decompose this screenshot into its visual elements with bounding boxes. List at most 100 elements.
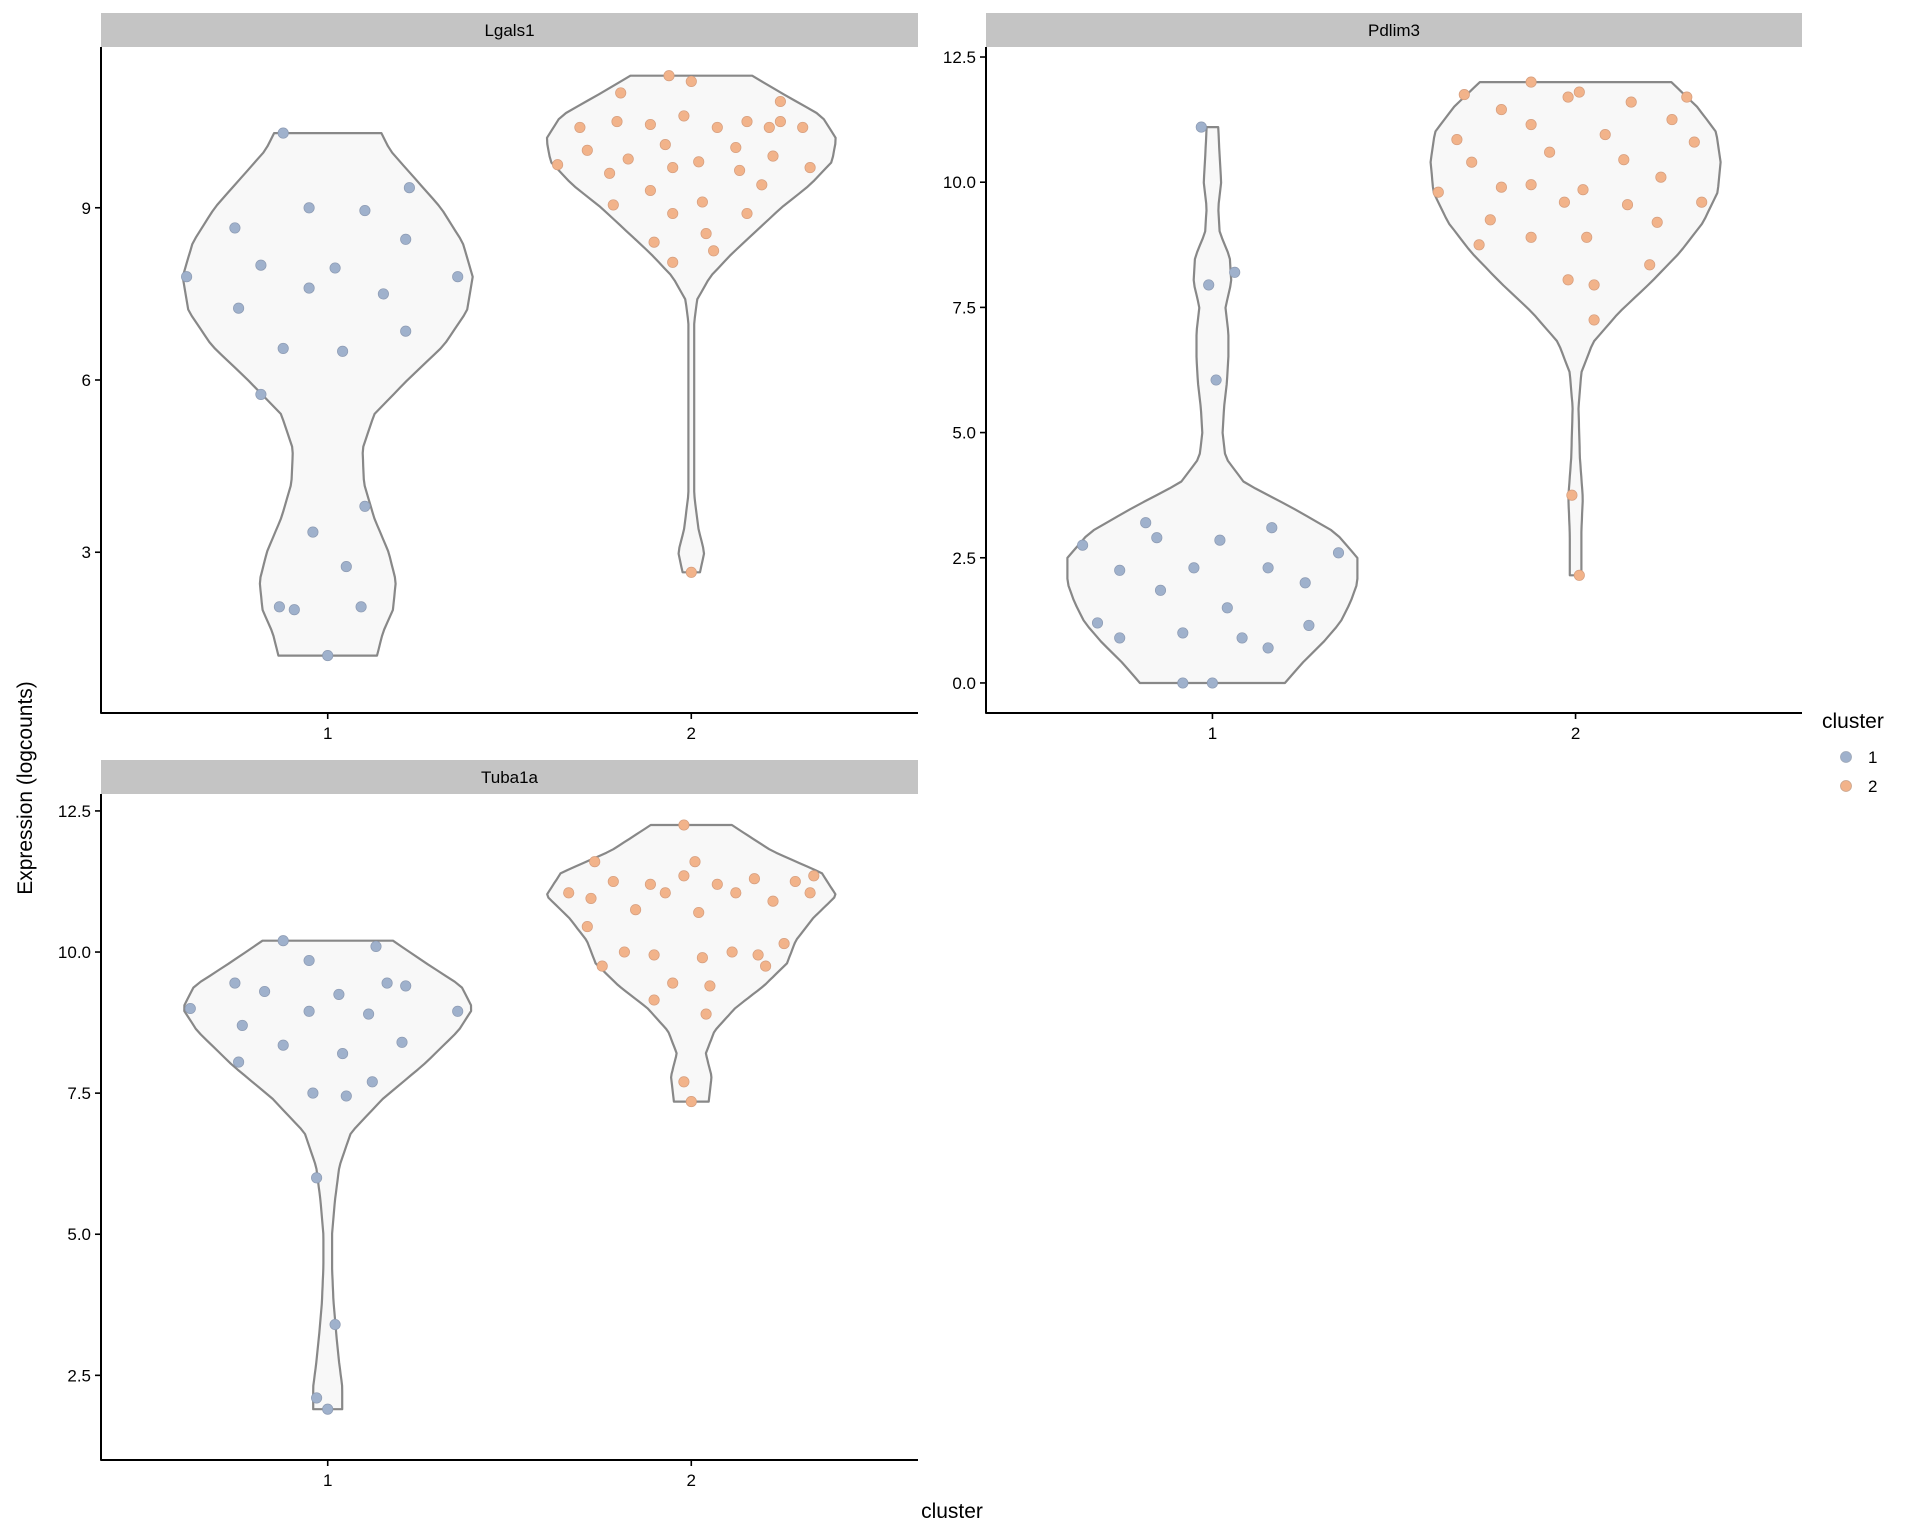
point-lgals1-cluster-1 [288,604,300,616]
point-tuba1a-cluster-2 [704,980,716,992]
point-lgals1-cluster-2 [700,228,712,240]
point-tuba1a-cluster-2 [748,873,760,885]
strip-lgals1 [101,13,918,47]
point-pdlim3-cluster-1 [1154,584,1167,596]
point-tuba1a-cluster-1 [363,1008,375,1020]
point-pdlim3-cluster-1 [1091,617,1104,629]
point-tuba1a-cluster-1 [370,940,382,952]
legend-title: cluster [1822,710,1884,733]
point-pdlim3-cluster-2 [1681,91,1693,103]
violin-pdlim3-cluster-1 [1066,126,1359,685]
point-tuba1a-cluster-2 [563,887,575,899]
point-lgals1-cluster-1 [359,205,371,217]
y-tick-label: 9 [82,199,91,218]
y-axis-title: Expression (logcounts) [14,681,37,895]
y-tick-label: 7.5 [67,1084,91,1103]
point-pdlim3-cluster-2 [1599,129,1611,141]
point-lgals1-cluster-2 [663,70,675,82]
strip-title-tuba1a: Tuba1a [481,768,539,787]
y-tick-label: 0.0 [952,674,976,693]
strip-tuba1a [101,760,918,794]
point-tuba1a-cluster-2 [689,856,701,868]
point-pdlim3-cluster-2 [1588,279,1600,291]
point-lgals1-cluster-2 [611,116,623,128]
point-lgals1-cluster-2 [667,162,679,174]
point-lgals1-cluster-2 [667,256,679,268]
point-pdlim3-cluster-2 [1525,119,1537,131]
point-tuba1a-cluster-2 [730,887,742,899]
point-lgals1-cluster-2 [685,566,697,578]
point-lgals1-cluster-2 [774,95,786,108]
x-tick-label: 1 [1208,724,1217,743]
point-tuba1a-cluster-2 [630,904,642,916]
y-tick-label: 10.0 [943,173,976,192]
point-pdlim3-cluster-1 [1114,564,1126,576]
point-pdlim3-cluster-2 [1621,199,1634,211]
point-pdlim3-cluster-2 [1588,314,1600,326]
strip-title-pdlim3: Pdlim3 [1368,21,1420,40]
point-tuba1a-cluster-2 [678,819,690,831]
point-tuba1a-cluster-2 [648,994,660,1006]
y-tick-label: 12.5 [943,48,976,67]
x-tick-label: 2 [1571,724,1580,743]
point-tuba1a-cluster-1 [311,1172,323,1184]
point-lgals1-cluster-1 [255,388,267,400]
point-tuba1a-cluster-1 [322,1403,334,1415]
y-tick-label: 10.0 [58,943,91,962]
point-tuba1a-cluster-1 [329,1318,341,1331]
violin-tuba1a-cluster-2 [546,823,837,1103]
point-tuba1a-cluster-1 [311,1392,323,1404]
point-pdlim3-cluster-2 [1473,239,1485,251]
legend-label-1: 1 [1868,748,1877,767]
point-pdlim3-cluster-2 [1558,196,1570,208]
point-lgals1-cluster-2 [767,150,779,162]
point-tuba1a-cluster-2 [752,949,764,961]
point-pdlim3-cluster-1 [1114,632,1126,644]
point-lgals1-cluster-1 [229,222,241,234]
point-lgals1-cluster-2 [648,236,660,248]
point-pdlim3-cluster-1 [1210,374,1222,386]
point-lgals1-cluster-2 [693,156,705,168]
panel-pdlim3: Pdlim3 0.0 2.5 5.0 7.5 10.0 12.5 1 2 [943,13,1802,743]
point-lgals1-cluster-1 [322,650,334,662]
point-lgals1-cluster-2 [552,159,564,171]
point-lgals1-cluster-2 [581,144,593,156]
point-lgals1-cluster-2 [644,184,656,197]
y-tick-label: 12.5 [58,802,91,821]
point-tuba1a-cluster-2 [696,952,708,964]
point-lgals1-cluster-2 [734,164,746,176]
point-lgals1-cluster-2 [730,141,742,154]
point-pdlim3-cluster-1 [1332,547,1345,559]
point-tuba1a-cluster-2 [700,1008,712,1020]
point-pdlim3-cluster-1 [1151,532,1163,544]
point-lgals1-cluster-1 [340,561,352,573]
point-pdlim3-cluster-2 [1666,114,1678,126]
point-pdlim3-cluster-2 [1495,181,1507,193]
point-lgals1-cluster-1 [307,526,319,538]
point-pdlim3-cluster-2 [1696,196,1708,208]
point-lgals1-cluster-2 [797,121,809,133]
point-pdlim3-cluster-2 [1525,76,1537,88]
point-pdlim3-cluster-1 [1303,619,1315,631]
point-lgals1-cluster-2 [708,245,720,257]
point-pdlim3-cluster-1 [1195,121,1207,133]
legend-key-1 [1840,751,1852,763]
point-pdlim3-cluster-1 [1140,517,1152,529]
point-lgals1-cluster-1 [277,342,289,354]
point-pdlim3-cluster-2 [1544,146,1556,158]
point-tuba1a-cluster-1 [452,1005,464,1017]
point-lgals1-cluster-2 [711,121,723,133]
point-lgals1-cluster-1 [337,345,349,357]
point-pdlim3-cluster-1 [1214,534,1226,546]
point-tuba1a-cluster-1 [259,985,271,998]
point-lgals1-cluster-1 [359,500,371,512]
y-tick-label: 3 [82,543,91,562]
point-lgals1-cluster-2 [604,167,616,179]
point-pdlim3-cluster-1 [1299,577,1311,589]
point-tuba1a-cluster-2 [678,1076,690,1088]
legend: cluster 1 2 [1822,710,1884,796]
point-tuba1a-cluster-1 [333,988,345,1000]
point-lgals1-cluster-2 [622,153,634,165]
point-tuba1a-cluster-2 [693,906,705,919]
point-pdlim3-cluster-2 [1484,214,1496,226]
